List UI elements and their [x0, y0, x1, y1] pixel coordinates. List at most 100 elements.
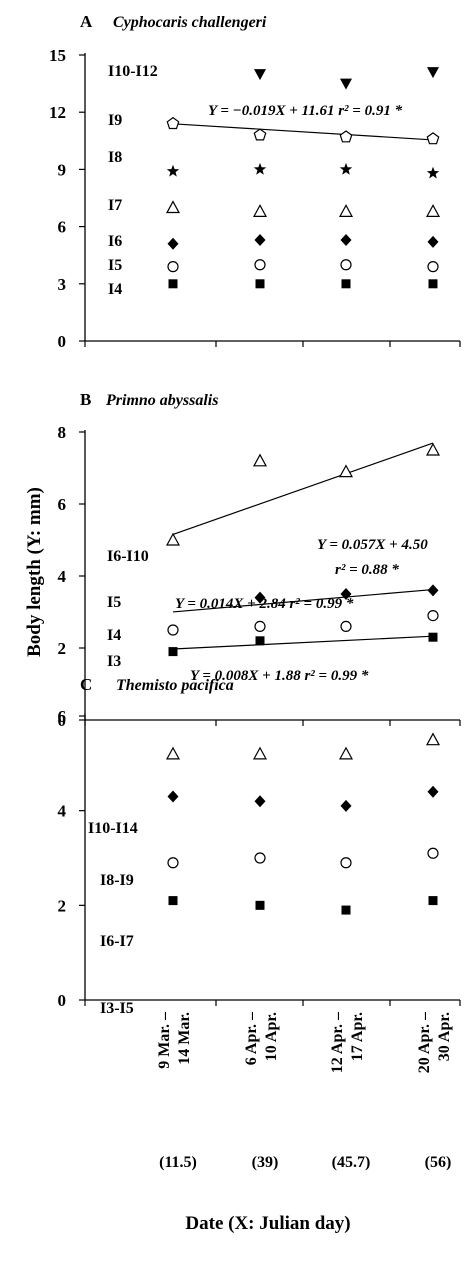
y-tick-label: 2 [58, 639, 67, 658]
data-point [167, 857, 179, 869]
data-point [427, 847, 439, 859]
data-point [255, 636, 265, 646]
y-tick-label: 6 [58, 495, 67, 514]
data-point [165, 746, 181, 760]
regression-equation: Y = −0.019X + 11.61 r² = 0.91 * [208, 103, 403, 119]
data-point [340, 799, 352, 812]
data-point [167, 790, 179, 803]
regression-line [172, 635, 434, 650]
y-tick-label: 12 [49, 103, 66, 122]
data-point [254, 591, 266, 604]
stage-label: I10-I12 [108, 63, 158, 80]
data-point [427, 609, 439, 622]
data-point [425, 204, 441, 217]
regression-equation: Y = 0.057X + 4.50 [317, 537, 428, 553]
regression-line [172, 442, 434, 535]
stage-label: I10-I14 [88, 820, 138, 837]
data-point [255, 900, 265, 910]
data-point [168, 896, 178, 906]
date-label: 9 Mar. –14 Mar. [156, 1011, 193, 1069]
data-point [252, 204, 268, 217]
data-point [426, 132, 440, 145]
julian-day-label: (11.5) [159, 1154, 197, 1171]
stage-label: I3-I5 [100, 1000, 134, 1017]
x-axis-title: Date (X: Julian day) [185, 1213, 350, 1234]
regression-line [172, 588, 434, 613]
y-tick-label: 0 [58, 991, 67, 1010]
data-point [165, 532, 181, 546]
data-point [427, 261, 439, 273]
regression-r2: r² = 0.88 * [335, 562, 399, 578]
julian-day-label: (56) [425, 1154, 452, 1171]
data-point [339, 162, 353, 175]
stage-label: I7 [108, 197, 122, 214]
y-tick-label: 8 [58, 423, 67, 442]
data-point [255, 279, 265, 289]
data-point [253, 162, 267, 175]
data-point [167, 237, 179, 250]
stage-label: I5 [107, 594, 121, 611]
data-point [254, 852, 266, 864]
data-point [341, 905, 351, 915]
stage-label: I8-I9 [100, 872, 134, 889]
y-tick-label: 15 [49, 46, 66, 65]
panel-letter: B [80, 390, 91, 409]
data-point [252, 746, 268, 760]
data-point [427, 235, 439, 248]
data-point [340, 620, 352, 633]
y-tick-label: 6 [58, 218, 67, 237]
regression-line [172, 123, 434, 141]
y-tick-label: 0 [58, 332, 67, 351]
y-axis-title: Body length (Y: mm) [24, 487, 45, 657]
stage-label: I8 [108, 149, 122, 166]
data-point [340, 233, 352, 246]
date-label: 20 Apr. –30 Apr. [416, 1011, 453, 1073]
data-point [340, 857, 352, 869]
stage-label: I6-I10 [107, 548, 149, 565]
y-tick-label: 2 [58, 896, 67, 915]
data-point [427, 584, 439, 597]
data-point [168, 647, 178, 657]
date-label: 12 Apr. –17 Apr. [329, 1011, 366, 1073]
data-point [339, 130, 353, 143]
y-tick-label: 3 [58, 275, 67, 294]
data-point [167, 624, 179, 636]
data-point [428, 279, 438, 289]
panel-title: Primno abyssalis [105, 392, 218, 409]
stage-label: I6 [108, 233, 122, 250]
data-point [340, 78, 352, 90]
data-point [425, 732, 441, 746]
regression-equation: Y = 0.008X + 1.88 r² = 0.99 * [190, 668, 369, 684]
panel-title: Themisto pacifica [116, 677, 234, 694]
y-tick-label: 4 [58, 802, 67, 821]
stage-label: I9 [108, 112, 122, 129]
data-point [254, 69, 266, 81]
date-label: 6 Apr. –10 Apr. [243, 1011, 280, 1065]
stage-label: I4 [108, 281, 122, 298]
data-point [168, 279, 178, 289]
data-point [167, 261, 179, 273]
data-point [338, 464, 354, 478]
data-point [338, 204, 354, 217]
data-point [427, 785, 439, 798]
data-point [166, 164, 180, 177]
data-point [253, 128, 267, 141]
stage-label: I3 [107, 653, 121, 670]
panel-letter: C [80, 675, 92, 694]
data-point [166, 116, 180, 130]
data-point [338, 746, 354, 760]
julian-day-label: (39) [252, 1154, 279, 1171]
panel-title: Cyphocaris challengeri [113, 14, 267, 31]
stage-label: I6-I7 [100, 933, 134, 950]
data-point [165, 200, 181, 214]
y-tick-label: 6 [58, 707, 67, 726]
y-tick-label: 0 [58, 711, 67, 730]
stage-label: I4 [107, 627, 121, 644]
data-point [340, 259, 352, 271]
regression-equation: Y = 0.014X + 2.84 r² = 0.99 * [175, 596, 354, 612]
data-point [426, 166, 440, 179]
data-point [341, 279, 351, 289]
data-point [425, 442, 441, 456]
data-point [340, 588, 352, 600]
